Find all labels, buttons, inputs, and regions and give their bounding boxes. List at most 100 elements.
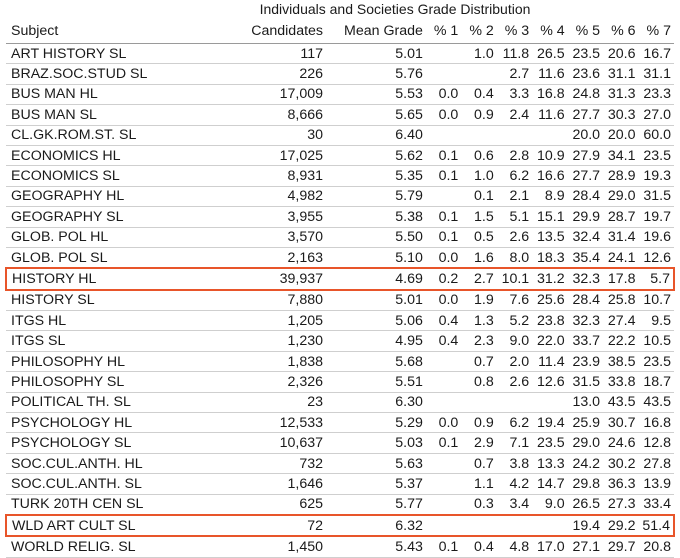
subject-cell: BRAZ.SOC.STUD SL <box>6 63 230 85</box>
column-header-pct-7: % 7 <box>638 19 674 44</box>
pct-6-cell: 38.5 <box>603 351 639 373</box>
pct-6-cell: 24.6 <box>603 432 639 454</box>
candidates-cell: 8,666 <box>229 104 327 126</box>
pct-7-cell: 60.0 <box>638 125 674 146</box>
mean-grade-cell: 5.43 <box>326 536 426 558</box>
pct-3-cell <box>496 513 533 538</box>
mean-grade-cell: 5.68 <box>326 351 426 373</box>
pct-7-cell: 16.8 <box>638 412 674 434</box>
subject-cell: SOC.CUL.ANTH. SL <box>6 473 230 495</box>
pct-6-cell: 30.2 <box>603 453 639 475</box>
pct-5-cell: 32.4 <box>567 227 604 248</box>
pct-5-cell: 27.7 <box>567 165 604 187</box>
pct-4-cell: 26.5 <box>532 43 568 65</box>
candidates-cell: 1,450 <box>229 536 327 558</box>
pct-7-cell: 12.6 <box>638 247 674 269</box>
table-row: BRAZ.SOC.STUD SL 226 5.76 2.7 11.6 23.6 31.1 31… <box>6 63 674 85</box>
pct-4-cell: 16.6 <box>532 165 568 187</box>
table-row: PHILOSOPHY SL 2,326 5.51 0.8 2.6 12.6 31.5 33.8… <box>6 371 674 393</box>
pct-4-cell: 23.8 <box>532 310 568 332</box>
subject-cell: CL.GK.ROM.ST. SL <box>6 125 230 146</box>
table-row: BUS MAN HL 17,009 5.53 0.0 0.4 3.3 16.8 24.8 31.… <box>6 84 674 106</box>
pct-6-cell: 22.2 <box>603 330 639 352</box>
candidates-cell: 39,937 <box>229 267 327 291</box>
pct-3-cell: 11.8 <box>496 43 533 65</box>
pct-3-cell: 10.1 <box>496 267 533 291</box>
candidates-cell: 7,880 <box>229 289 327 312</box>
pct-3-cell: 3.4 <box>496 494 533 516</box>
pct-1-cell <box>425 351 462 373</box>
pct-1-cell <box>425 125 462 146</box>
pct-5-cell: 28.4 <box>567 289 604 312</box>
pct-6-cell: 17.8 <box>603 267 639 291</box>
subject-cell: WORLD RELIG. SL <box>6 536 230 558</box>
grade-distribution-table: Subject Candidates Mean Grade % 1 % 2 % … <box>4 19 676 558</box>
pct-4-cell: 16.8 <box>532 84 568 106</box>
mean-grade-cell: 5.03 <box>326 432 426 454</box>
column-header-pct-4: % 4 <box>532 19 568 44</box>
column-header-candidates: Candidates <box>229 19 327 44</box>
table-row: ITGS HL 1,205 5.06 0.4 1.3 5.2 23.8 32.3 27.4 9.5 <box>6 310 674 332</box>
pct-2-cell <box>461 513 497 538</box>
table-row: GEOGRAPHY SL 3,955 5.38 0.1 1.5 5.1 15.1 29.9 28… <box>6 206 674 228</box>
mean-grade-cell: 5.76 <box>326 63 426 85</box>
pct-3-cell: 2.7 <box>496 63 533 85</box>
pct-2-cell: 1.9 <box>461 289 497 312</box>
pct-4-cell: 11.4 <box>532 351 568 373</box>
pct-7-cell: 27.0 <box>638 104 674 126</box>
pct-4-cell: 9.0 <box>532 494 568 516</box>
mean-grade-cell: 5.65 <box>326 104 426 126</box>
pct-1-cell: 0.0 <box>425 104 462 126</box>
pct-6-cell: 24.1 <box>603 247 639 269</box>
pct-4-cell: 11.6 <box>532 104 568 126</box>
mean-grade-cell: 5.01 <box>326 43 426 65</box>
column-header-subject: Subject <box>6 19 230 44</box>
pct-4-cell: 23.5 <box>532 432 568 454</box>
pct-5-cell: 26.5 <box>567 494 604 516</box>
subject-cell: POLITICAL TH. SL <box>6 392 230 414</box>
pct-7-cell: 31.5 <box>638 186 674 208</box>
pct-1-cell <box>425 494 462 516</box>
pct-7-cell: 9.5 <box>638 310 674 332</box>
pct-2-cell: 2.7 <box>461 267 497 291</box>
pct-6-cell: 27.4 <box>603 310 639 332</box>
mean-grade-cell: 4.95 <box>326 330 426 352</box>
pct-5-cell: 27.9 <box>567 145 604 167</box>
pct-6-cell: 43.5 <box>603 392 639 414</box>
mean-grade-cell: 5.37 <box>326 473 426 495</box>
pct-1-cell: 0.4 <box>425 310 462 332</box>
pct-2-cell: 1.5 <box>461 206 497 228</box>
pct-2-cell <box>461 63 497 85</box>
pct-1-cell: 0.1 <box>425 145 462 167</box>
pct-3-cell: 8.0 <box>496 247 533 269</box>
subject-cell: GEOGRAPHY SL <box>6 206 230 228</box>
table-row: PSYCHOLOGY SL 10,637 5.03 0.1 2.9 7.1 23.5 29.0… <box>6 432 674 454</box>
subject-cell: ITGS SL <box>6 330 230 352</box>
candidates-cell: 8,931 <box>229 165 327 187</box>
pct-5-cell: 31.5 <box>567 371 604 393</box>
subject-cell: ART HISTORY SL <box>6 43 230 65</box>
pct-7-cell: 51.4 <box>638 513 676 538</box>
mean-grade-cell: 5.35 <box>326 165 426 187</box>
pct-6-cell: 29.7 <box>603 536 639 558</box>
pct-4-cell: 15.1 <box>532 206 568 228</box>
pct-6-cell: 30.3 <box>603 104 639 126</box>
subject-cell: BUS MAN SL <box>6 104 230 126</box>
pct-3-cell: 9.0 <box>496 330 533 352</box>
pct-1-cell <box>425 43 462 65</box>
pct-4-cell: 13.5 <box>532 227 568 248</box>
pct-2-cell: 2.3 <box>461 330 497 352</box>
pct-4-cell: 17.0 <box>532 536 568 558</box>
candidates-cell: 2,163 <box>229 247 327 269</box>
pct-3-cell: 3.8 <box>496 453 533 475</box>
pct-7-cell: 23.5 <box>638 145 674 167</box>
pct-1-cell <box>425 453 462 475</box>
mean-grade-cell: 5.01 <box>326 289 426 312</box>
mean-grade-cell: 5.77 <box>326 494 426 516</box>
pct-1-cell <box>425 63 462 85</box>
pct-7-cell: 18.7 <box>638 371 674 393</box>
pct-3-cell: 7.1 <box>496 432 533 454</box>
subject-cell: ECONOMICS HL <box>6 145 230 167</box>
pct-2-cell: 0.7 <box>461 351 497 373</box>
pct-5-cell: 20.0 <box>567 125 604 146</box>
